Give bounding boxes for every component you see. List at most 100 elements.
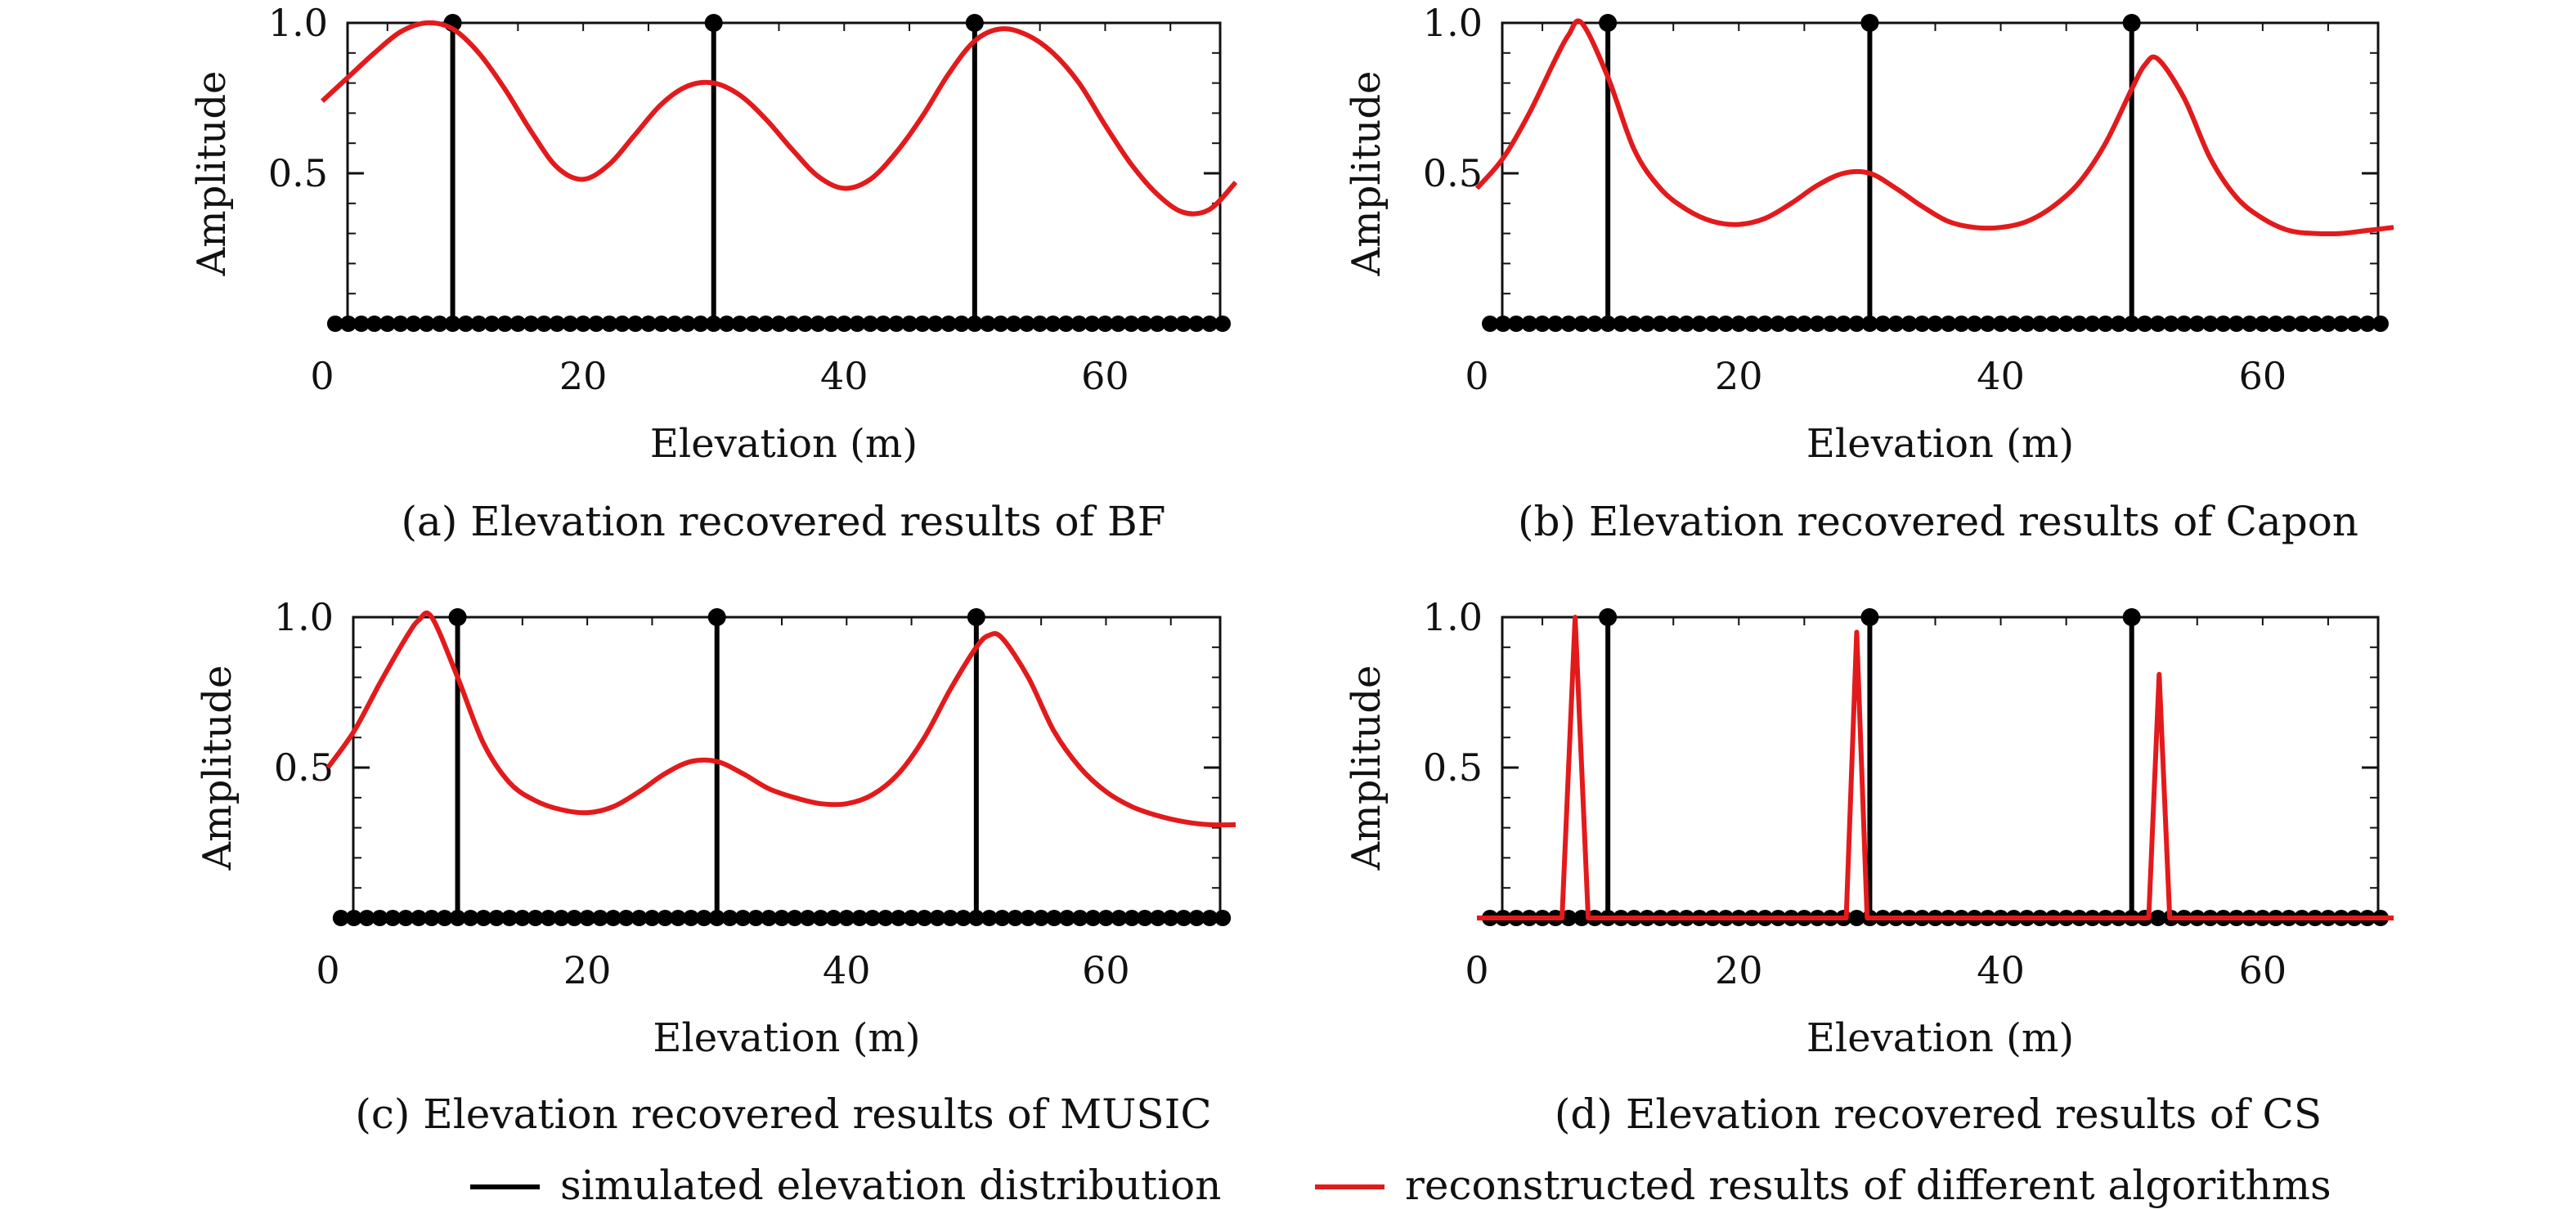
zero-marker [2228,316,2245,332]
zero-marker [1057,316,1075,332]
zero-marker [553,910,570,926]
zero-marker [332,910,349,926]
legend-label-simulated: simulated elevation distribution [560,1162,1221,1209]
x-tick-label: 40 [1977,948,2025,992]
zero-marker [862,316,879,332]
zero-marker [1848,316,1865,332]
zero-marker [1214,910,1232,926]
zero-marker [967,910,985,926]
zero-marker [1914,316,1931,332]
zero-marker [875,316,892,332]
zero-marker [1835,316,1852,332]
zero-marker [392,316,409,332]
zero-marker [339,316,357,332]
zero-marker [405,316,422,332]
zero-marker [1149,316,1166,332]
zero-marker [644,910,661,926]
zero-marker [1600,316,1617,332]
zero-marker [953,316,970,332]
zero-marker [994,910,1011,926]
zero-marker [475,910,492,926]
zero-marker [2293,316,2310,332]
zero-marker [1927,316,1944,332]
zero-marker [2018,316,2035,332]
zero-marker [810,316,827,332]
zero-marker [1560,316,1577,332]
zero-marker [1534,316,1551,332]
zero-marker [1573,316,1591,332]
zero-marker [1188,910,1205,926]
zero-marker [942,910,959,926]
zero-marker [379,316,396,332]
zero-marker [940,316,957,332]
zero-marker [2162,316,2179,332]
zero-marker [575,316,592,332]
reconstructed-curve [320,20,1238,217]
stem-marker [1860,14,1879,32]
zero-marker [666,316,683,332]
zero-marker [1744,316,1761,332]
zero-marker [1586,316,1604,332]
zero-marker [566,910,583,926]
zero-marker [1137,910,1153,926]
y-tick-label: 0.5 [1423,746,1483,790]
zero-marker [1783,316,1800,332]
zero-marker [1953,316,1970,332]
zero-marker [2058,316,2075,332]
zero-marker [366,316,383,332]
zero-marker [1704,316,1721,332]
zero-marker [823,316,840,332]
legend: simulated elevation distribution reconst… [470,1162,2331,1209]
zero-marker [747,910,765,926]
panel-caption: (a) Elevation recovered results of BF [402,498,1166,545]
zero-marker [1508,316,1525,332]
zero-marker [1007,910,1024,926]
zero-marker [2201,316,2219,332]
zero-marker [2319,316,2336,332]
y-tick-label: 0.5 [274,746,334,790]
zero-marker [1887,316,1905,332]
zero-marker [799,910,816,926]
x-tick-label: 60 [2239,948,2287,992]
x-axis-label: Elevation (m) [1806,1015,2074,1061]
zero-marker [1940,316,1957,332]
zero-marker [1111,910,1128,926]
zero-marker [1018,316,1035,332]
zero-marker [1070,316,1088,332]
zero-marker [2254,316,2271,332]
zero-marker [2267,316,2284,332]
stem-marker [2122,14,2141,32]
zero-marker [1124,910,1141,926]
y-tick-label: 0.5 [1423,151,1483,195]
zero-marker [397,910,415,926]
x-tick-label: 40 [820,354,868,398]
zero-marker [2280,316,2297,332]
zero-marker [431,316,448,332]
x-tick-label: 0 [1465,354,1488,398]
zero-marker [626,316,644,332]
zero-marker [523,316,540,332]
zero-marker [1730,316,1748,332]
zero-marker [2358,316,2376,332]
zero-marker [770,316,788,332]
zero-marker [1031,316,1048,332]
x-tick-label: 20 [563,948,612,992]
zero-marker [1110,316,1127,332]
zero-marker [2241,316,2258,332]
zero-marker [721,910,738,926]
zero-marker [914,316,931,332]
stem-marker [704,14,723,32]
zero-marker [1678,316,1695,332]
zero-marker [901,316,918,332]
zero-marker [617,910,635,926]
zero-marker [1162,316,1179,332]
zero-marker [488,910,505,926]
zero-marker [849,316,866,332]
zero-marker [2110,316,2127,332]
zero-marker [783,316,801,332]
chart-panel-b: 0.5 1.0 0 20 40 60 Elevation (m) Amplitude (b) E… [1344,1,2394,545]
zero-marker [640,316,657,332]
zero-marker [1822,316,1839,332]
zero-marker [592,910,608,926]
zero-marker [423,910,440,926]
